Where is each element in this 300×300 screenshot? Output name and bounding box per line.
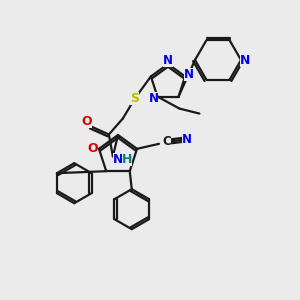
- Text: N: N: [163, 53, 173, 67]
- Text: N: N: [182, 133, 192, 146]
- Text: N: N: [113, 153, 123, 166]
- Text: O: O: [82, 115, 92, 128]
- Text: H: H: [122, 153, 132, 166]
- Text: S: S: [130, 92, 140, 105]
- Text: N: N: [240, 53, 250, 67]
- Text: N: N: [184, 68, 194, 81]
- Text: O: O: [88, 142, 98, 155]
- Text: C: C: [163, 135, 171, 148]
- Text: N: N: [148, 92, 158, 105]
